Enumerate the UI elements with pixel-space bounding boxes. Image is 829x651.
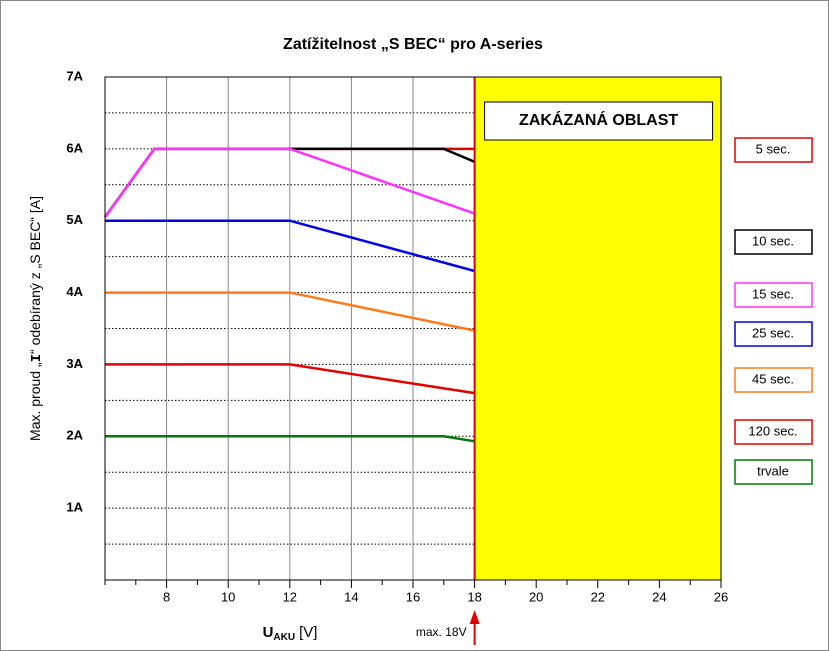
y-label-part: I: [29, 354, 45, 362]
x-label-main: U: [263, 624, 274, 641]
legend-box: [734, 137, 813, 163]
legend-label: 25 sec.: [752, 325, 794, 340]
y-axis-label: Max. proud „I“ odebíraný z „S BEC“ [A]: [27, 196, 45, 441]
chart-title: Zatížitelnost „S BEC“ pro A-series: [283, 36, 543, 53]
max-note: max. 18V: [416, 625, 467, 639]
legend-box: [734, 459, 813, 485]
series-line: [105, 435, 475, 443]
legend-label: 5 sec.: [756, 141, 791, 156]
y-tick-label: 1A: [66, 500, 83, 515]
x-tick-label: 12: [283, 589, 297, 604]
max-arrowhead: [469, 610, 480, 624]
forbidden-label-box: [484, 101, 714, 141]
x-tick-label: 14: [344, 589, 358, 604]
legend-label: trvale: [757, 463, 789, 478]
legend-box: [734, 419, 813, 445]
x-tick-label: 24: [652, 589, 666, 604]
x-tick-label: 16: [406, 589, 420, 604]
legend-label: 45 sec.: [752, 371, 794, 386]
series-line: [105, 219, 475, 273]
legend-label: 120 sec.: [748, 423, 797, 438]
legend-box: [734, 367, 813, 393]
y-label-part: Max. proud „: [27, 362, 43, 441]
legend-box: [734, 229, 813, 255]
x-label-unit: [V]: [299, 624, 317, 641]
y-tick-label: 5A: [66, 212, 83, 227]
forbidden-zone: [474, 77, 721, 580]
series-line: [103, 147, 476, 218]
plot-frame: [104, 76, 722, 581]
y-tick-label: 7A: [66, 68, 83, 83]
x-tick-label: 18: [467, 589, 481, 604]
y-tick-label: 4A: [66, 284, 83, 299]
series-line: [105, 363, 475, 395]
series-line: [105, 291, 475, 332]
legend-box: [734, 321, 813, 347]
x-tick-label: 8: [163, 589, 170, 604]
legend-label: 10 sec.: [752, 233, 794, 248]
legend-box: [734, 282, 813, 308]
y-tick-label: 2A: [66, 428, 83, 443]
legend-label: 15 sec.: [752, 286, 794, 301]
y-tick-label: 6A: [66, 140, 83, 155]
x-tick-label: 22: [591, 589, 605, 604]
x-tick-label: 26: [714, 589, 728, 604]
x-tick-label: 20: [529, 589, 543, 604]
x-axis-label: UAKU [V]: [263, 624, 318, 643]
forbidden-label: ZAKÁZANÁ OBLAST: [519, 110, 678, 129]
x-label-sub: AKU: [273, 632, 295, 643]
y-label-part: “ odebíraný z „S BEC“ [A]: [27, 196, 43, 354]
y-tick-label: 3A: [66, 356, 83, 371]
x-tick-label: 10: [221, 589, 235, 604]
